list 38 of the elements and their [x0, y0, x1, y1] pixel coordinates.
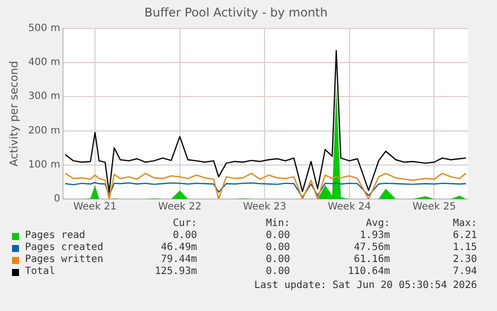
x-tick-label: Week 22 — [158, 202, 202, 213]
text: 0.00 — [264, 242, 290, 254]
text: 0.00 — [264, 254, 290, 266]
text: 79.44m — [160, 254, 197, 266]
x-tick-label: Week 23 — [242, 202, 286, 213]
y-tick-label: 0 — [54, 194, 60, 205]
y-tick-label: 100 m — [28, 159, 60, 170]
y-tick-label: 400 m — [28, 57, 60, 68]
text: Min: — [264, 218, 290, 230]
text: 0.00 — [264, 266, 290, 278]
x-tick-label: Week 24 — [328, 202, 372, 213]
legend-label: Pages written — [25, 254, 104, 266]
text: Max: — [452, 218, 477, 230]
chart-title: Buffer Pool Activity - by month — [144, 5, 328, 20]
text: 61.16m — [352, 254, 390, 266]
text: 1.93m — [358, 230, 390, 242]
legend-label: Pages read — [25, 230, 86, 242]
x-tick-label: Week 25 — [412, 202, 456, 213]
y-tick-label: 300 m — [28, 91, 60, 102]
text: 46.49m — [160, 242, 197, 254]
text: 47.56m — [352, 242, 390, 254]
text: 7.94 — [452, 266, 477, 278]
y-axis-title: Activity per second — [7, 60, 20, 167]
legend-label: Pages created — [25, 242, 104, 254]
text: Last update: Sat Jun 20 05:30:54 2026 — [254, 280, 477, 291]
text: 110.64m — [346, 266, 390, 278]
x-tick-label: Week 21 — [73, 202, 117, 213]
text: 2.30 — [452, 254, 477, 266]
y-tick-label: 200 m — [28, 125, 60, 136]
legend-label: Total — [25, 266, 56, 278]
text: Cur: — [172, 218, 197, 230]
y-tick-label: 500 m — [28, 22, 60, 34]
text: 0.00 — [264, 230, 290, 242]
text: 6.21 — [452, 230, 477, 242]
text: 125.93m — [154, 266, 197, 278]
text: 0.00 — [172, 230, 197, 242]
text: 1.15 — [452, 242, 477, 254]
text: Avg: — [364, 218, 390, 230]
